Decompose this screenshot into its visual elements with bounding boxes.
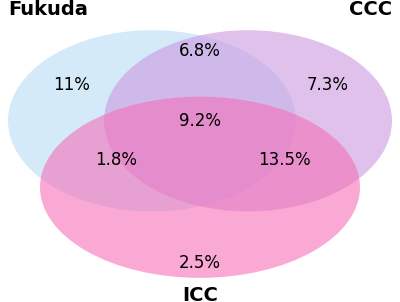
Text: ICC: ICC [182, 287, 218, 302]
Text: 11%: 11% [54, 76, 90, 94]
Text: 1.8%: 1.8% [95, 151, 137, 169]
Ellipse shape [8, 30, 296, 211]
Text: 6.8%: 6.8% [179, 42, 221, 60]
Text: 13.5%: 13.5% [258, 151, 310, 169]
Text: 2.5%: 2.5% [179, 254, 221, 272]
Ellipse shape [40, 97, 360, 278]
Text: Fukuda: Fukuda [8, 0, 88, 18]
Text: 7.3%: 7.3% [307, 76, 349, 94]
Text: CCC: CCC [349, 0, 392, 18]
Text: 9.2%: 9.2% [179, 112, 221, 130]
Ellipse shape [104, 30, 392, 211]
